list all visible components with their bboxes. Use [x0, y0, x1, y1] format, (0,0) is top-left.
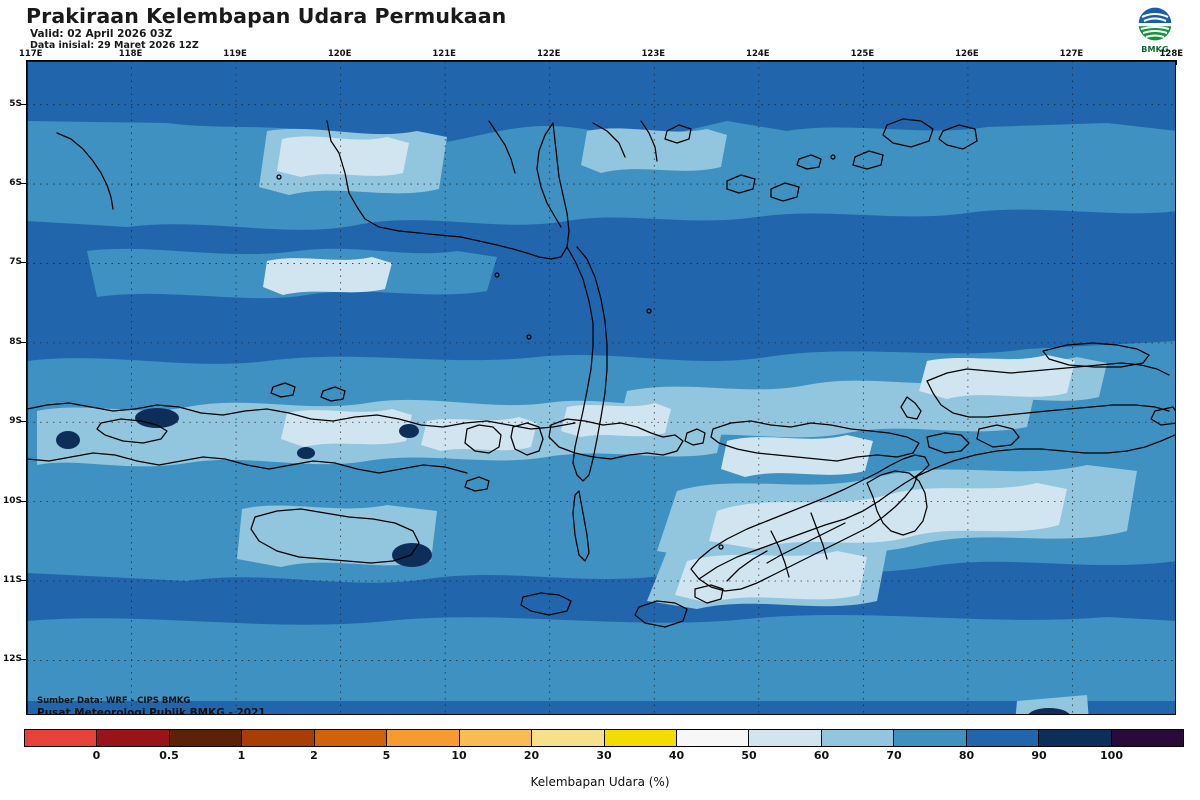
colorbar-tick-30: 30: [596, 749, 612, 762]
colorbar-tick-80: 80: [958, 749, 975, 762]
longitude-tick: [1176, 60, 1177, 65]
bmkg-logo-label: BMKG: [1141, 45, 1169, 54]
colorbar-tick-50: 50: [741, 749, 757, 762]
source-credit: Sumber Data: WRF - CIPS BMKG: [37, 696, 191, 706]
latitude-tick: [21, 183, 26, 185]
colorbar-tick-2: 2: [310, 749, 318, 762]
latitude-tick: [21, 500, 26, 502]
bmkg-logo: BMKG: [1124, 6, 1186, 54]
colorbar-tick-60: 60: [813, 749, 830, 762]
colorbar-segment-4[interactable]: [314, 730, 388, 746]
longitude-label-127E: 127E: [1059, 49, 1084, 59]
bmkg-logo-icon: [1137, 6, 1173, 42]
colorbar-tick-70: 70: [886, 749, 902, 762]
publisher-credit: Pusat Meteorologi Publik BMKG - 2021: [37, 707, 266, 715]
longitude-label-123E: 123E: [641, 49, 666, 59]
latitude-label-8S: 8S: [9, 336, 22, 347]
band-90-100: [56, 408, 1070, 714]
longitude-label-124E: 124E: [746, 49, 770, 59]
colorbar-segment-7[interactable]: [532, 730, 605, 746]
header: Prakiraan Kelembapan Udara Permukaan Val…: [0, 0, 1200, 54]
colorbar-segment-6[interactable]: [459, 730, 533, 746]
latitude-label-6S: 6S: [9, 178, 22, 189]
page-title: Prakiraan Kelembapan Udara Permukaan: [26, 4, 507, 28]
latitude-label-11S: 11S: [2, 575, 22, 586]
latitude-label-5S: 5S: [9, 98, 22, 109]
longitude-label-120E: 120E: [327, 49, 352, 59]
initial-data-label: Data inisial: 29 Maret 2026 12Z: [30, 40, 199, 51]
latitude-tick: [21, 659, 26, 661]
colorbar-segment-11[interactable]: [821, 730, 895, 746]
longitude-label-128E: 128E: [1159, 49, 1184, 59]
colorbar-segment-13[interactable]: [966, 730, 1040, 746]
colorbar-tick-100: 100: [1100, 749, 1123, 762]
humidity-contour-map: [27, 61, 1175, 714]
longitude-label-119E: 119E: [223, 49, 247, 59]
colorbar-tick-0.5: 0.5: [159, 749, 179, 762]
longitude-label-121E: 121E: [432, 49, 456, 59]
latitude-label-12S: 12S: [2, 654, 22, 665]
colorbar-tick-1: 1: [237, 749, 246, 762]
colorbar-segment-0[interactable]: [25, 730, 98, 746]
longitude-label-117E: 117E: [18, 49, 43, 59]
latitude-label-9S: 9S: [9, 416, 22, 427]
colorbar-tick-90: 90: [1031, 749, 1047, 762]
latitude-tick: [21, 341, 26, 343]
colorbar-segment-5[interactable]: [387, 730, 460, 746]
colorbar-segment-8[interactable]: [604, 730, 677, 746]
longitude-label-118E: 118E: [118, 49, 143, 59]
longitude-label-122E: 122E: [536, 49, 561, 59]
colorbar-segment-1[interactable]: [97, 730, 170, 746]
colorbar-segment-12[interactable]: [894, 730, 967, 746]
colorbar-tick-20: 20: [523, 749, 540, 762]
latitude-tick: [21, 580, 26, 582]
latitude-label-10S: 10S: [2, 495, 22, 506]
valid-time-label: Valid: 02 April 2026 03Z: [30, 28, 173, 40]
latitude-tick: [21, 103, 26, 105]
colorbar-segment-14[interactable]: [1039, 730, 1112, 746]
coastlines: [27, 118, 1175, 628]
latitude-tick: [21, 262, 26, 264]
colorbar-segment-9[interactable]: [676, 730, 750, 746]
colorbar-segment-10[interactable]: [749, 730, 822, 746]
latitude-label-7S: 7S: [9, 257, 22, 268]
colorbar-tick-40: 40: [668, 749, 685, 762]
colorbar[interactable]: 0 0.5 1 2 5 10 20 30 40 50 60 70 80 90 100: [24, 729, 1184, 762]
latitude-tick: [21, 421, 26, 423]
longitude-label-126E: 126E: [955, 49, 979, 59]
colorbar-segment-3[interactable]: [242, 730, 315, 746]
colorbar-segment-15[interactable]: [1111, 730, 1183, 746]
colorbar-tick-10: 10: [451, 749, 467, 762]
colorbar-caption: Kelembapan Udara (%): [530, 775, 670, 789]
colorbar-tick-5: 5: [382, 749, 391, 762]
map-canvas[interactable]: Sumber Data: WRF - CIPS BMKG Pusat Meteo…: [26, 60, 1176, 715]
colorbar-tick-0: 0: [92, 749, 101, 762]
longitude-label-125E: 125E: [850, 49, 875, 59]
colorbar-gradient[interactable]: [24, 729, 1184, 747]
colorbar-segment-2[interactable]: [169, 730, 243, 746]
